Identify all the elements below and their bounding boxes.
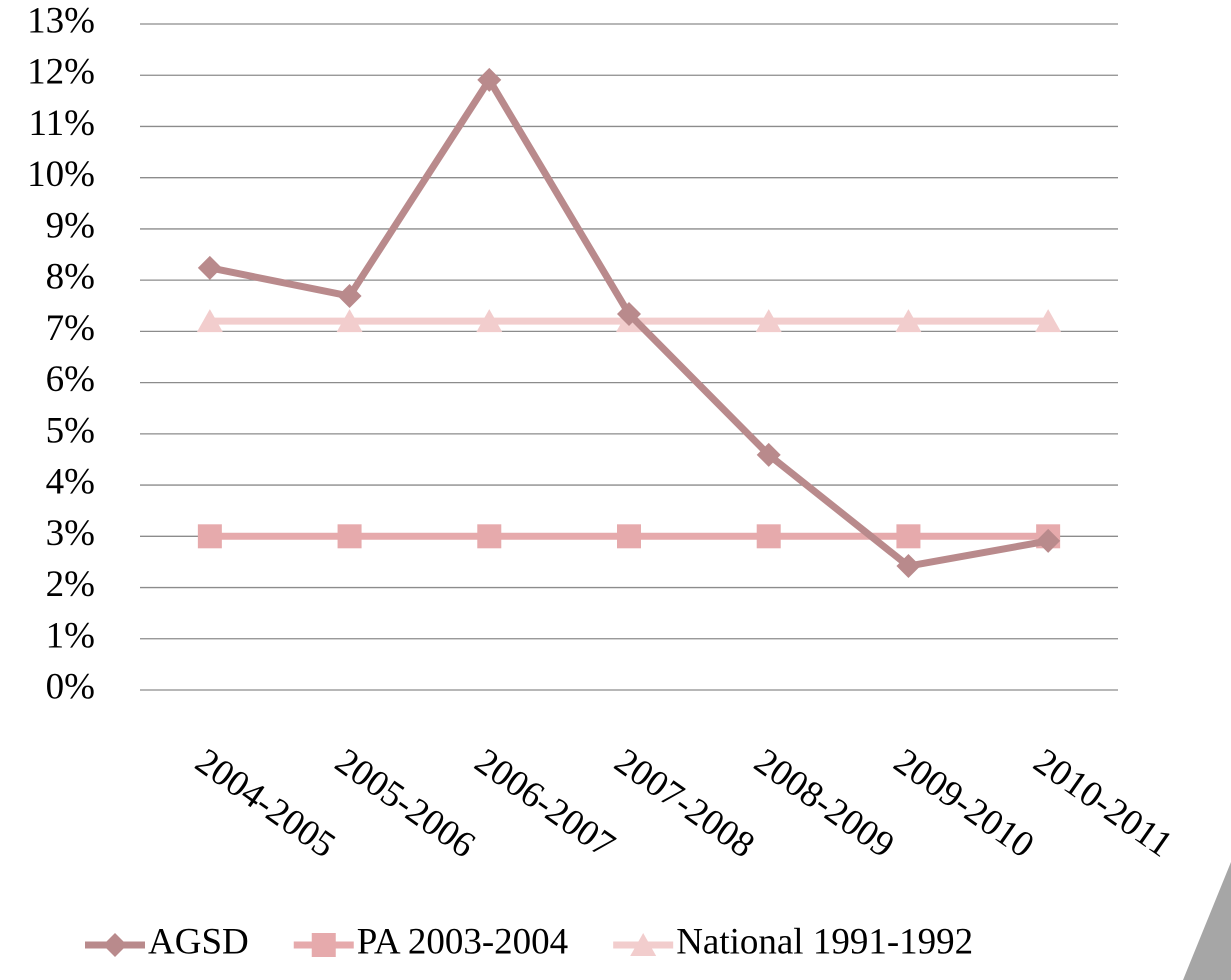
y-tick-label: 1% — [46, 615, 95, 656]
y-tick-label: 8% — [46, 257, 95, 298]
y-tick-label: 11% — [29, 103, 95, 144]
x-tick-label: 2007-2008 — [607, 741, 762, 867]
marker — [896, 554, 921, 579]
marker — [477, 67, 502, 92]
x-tick-label: 2009-2010 — [886, 741, 1041, 867]
marker — [197, 255, 222, 280]
y-tick-label: 3% — [46, 513, 95, 554]
legend-label: AGSD — [148, 921, 249, 962]
marker — [337, 524, 362, 549]
y-tick-label: 4% — [46, 462, 95, 503]
x-tick-label: 2005-2006 — [328, 741, 483, 867]
y-tick-label: 12% — [27, 52, 95, 93]
marker — [1036, 528, 1061, 553]
legend-marker — [630, 933, 657, 956]
y-tick-label: 9% — [46, 205, 95, 246]
marker — [476, 309, 503, 333]
corner-decoration — [1183, 862, 1231, 980]
marker — [896, 524, 921, 549]
y-tick-label: 7% — [46, 308, 95, 349]
marker — [756, 442, 781, 467]
legend-label: PA 2003-2004 — [357, 921, 568, 962]
marker — [895, 309, 922, 333]
y-tick-label: 6% — [46, 359, 95, 400]
x-tick-label: 2004-2005 — [188, 741, 343, 867]
y-tick-label: 10% — [27, 154, 95, 195]
y-tick-label: 5% — [46, 410, 95, 451]
x-tick-label: 2010-2011 — [1026, 741, 1180, 866]
y-tick-label: 2% — [46, 564, 95, 605]
legend-marker — [311, 933, 336, 957]
legend-marker — [103, 933, 127, 957]
marker — [617, 524, 641, 549]
marker — [755, 309, 782, 333]
marker — [337, 284, 362, 309]
x-tick-label: 2006-2007 — [467, 741, 622, 867]
y-tick-label: 13% — [27, 0, 95, 41]
legend-label: National 1991-1992 — [676, 921, 973, 962]
x-tick-label: 2008-2009 — [747, 741, 902, 867]
marker — [197, 524, 222, 549]
marker — [756, 524, 781, 549]
y-tick-label: 0% — [46, 666, 95, 707]
marker — [1035, 309, 1062, 333]
marker — [477, 524, 502, 549]
marker — [336, 309, 363, 333]
marker — [617, 301, 641, 326]
marker — [196, 309, 223, 333]
